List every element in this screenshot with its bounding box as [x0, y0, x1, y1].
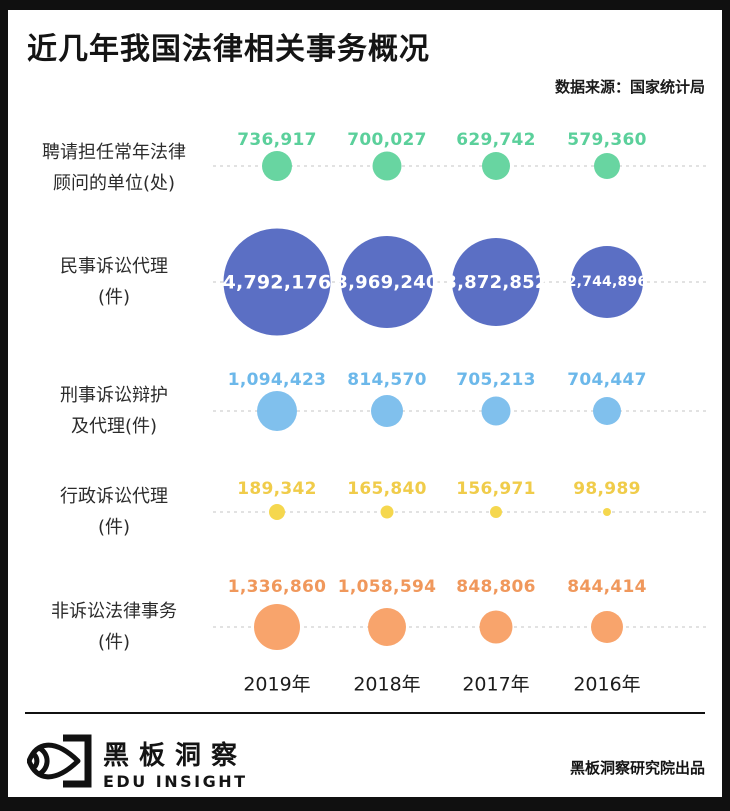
- grid-dotted-line: [213, 626, 708, 628]
- bubble-data-point: [380, 505, 394, 519]
- value-label-inside: 3,872,852: [444, 271, 548, 293]
- x-axis-label-2019: 2019年: [243, 673, 311, 696]
- row-label-line: 及代理(件): [70, 416, 158, 437]
- bubble-data-point: [368, 608, 406, 646]
- value-label: 1,336,860: [227, 577, 327, 597]
- value-label: 844,414: [567, 577, 647, 597]
- row-label-line: (件): [97, 287, 131, 308]
- value-label: 704,447: [567, 370, 647, 390]
- credit-text: 黑板洞察研究院出品: [569, 759, 705, 777]
- value-label-inside: 4,792,176: [222, 271, 332, 293]
- value-label: 579,360: [567, 130, 647, 150]
- infographic-card: 近几年我国法律相关事务概况 数据来源：国家统计局 聘请担任常年法律 顾问的单位(…: [8, 10, 722, 797]
- row-label-line: 行政诉讼代理: [60, 486, 168, 507]
- bubble-data-point: [594, 153, 620, 179]
- bubble-data-point: [262, 151, 292, 181]
- row-label-line: 顾问的单位(处): [52, 173, 176, 194]
- value-label: 700,027: [347, 130, 427, 150]
- grid-dotted-line: [213, 165, 708, 167]
- value-label: 189,342: [237, 479, 317, 499]
- page-title: 近几年我国法律相关事务概况: [27, 32, 430, 67]
- value-label: 705,213: [456, 370, 536, 390]
- row-label-non-litigation-affairs: 非诉讼法律事务 (件): [16, 596, 212, 658]
- eye-logo-icon: [27, 734, 92, 788]
- bubble-data-point: [482, 152, 510, 180]
- bubble-data-point: [269, 504, 285, 520]
- x-axis-label-2016: 2016年: [573, 673, 641, 696]
- bubble-data-point: [372, 151, 402, 181]
- bubble-data-point: [254, 604, 300, 650]
- value-label: 736,917: [237, 130, 317, 150]
- value-label: 165,840: [347, 479, 427, 499]
- row-label-criminal-defense: 刑事诉讼辩护 及代理(件): [16, 380, 212, 442]
- bubble-data-point: [490, 506, 502, 518]
- row-label-line: 民事诉讼代理: [60, 256, 168, 277]
- brand-name-cn: 黑板洞察: [103, 741, 248, 771]
- row-label-line: (件): [97, 632, 131, 653]
- footer-divider: [25, 712, 705, 714]
- bubble-data-point: [371, 395, 403, 427]
- grid-dotted-line: [213, 511, 708, 513]
- row-label-line: 非诉讼法律事务: [51, 601, 177, 622]
- value-label: 1,094,423: [227, 370, 327, 390]
- row-label-civil-litigation: 民事诉讼代理 (件): [16, 251, 212, 313]
- row-label-line: 刑事诉讼辩护: [60, 385, 168, 406]
- bubble-data-point: [257, 391, 297, 431]
- value-label: 98,989: [573, 479, 641, 499]
- brand-name-en: EDU INSIGHT: [103, 772, 248, 791]
- bubble-data-point: [603, 508, 611, 516]
- bubble-data-point: [593, 397, 621, 425]
- grid-dotted-line: [213, 410, 708, 412]
- value-label-inside: 2,744,896: [566, 274, 648, 290]
- bubble-data-point: [591, 611, 623, 643]
- bubble-data-point: 2,744,896: [567, 246, 647, 318]
- value-label: 156,971: [456, 479, 536, 499]
- bubble-data-point: 4,792,176: [222, 228, 332, 336]
- row-label-line: (件): [97, 517, 131, 538]
- brand-logo-text: 黑板洞察 EDU INSIGHT: [103, 733, 248, 791]
- bubble-data-point: [481, 396, 511, 426]
- row-label-line: 聘请担任常年法律: [42, 142, 186, 163]
- bubble-data-point: 3,872,852: [444, 238, 547, 326]
- brand-logo: 黑板洞察 EDU INSIGHT: [27, 733, 248, 791]
- x-axis-label-2017: 2017年: [462, 673, 530, 696]
- row-label-administrative-litigation: 行政诉讼代理 (件): [16, 481, 212, 543]
- bubble-data-point: [479, 610, 513, 644]
- value-label: 814,570: [347, 370, 427, 390]
- bubble-data-point: 3,969,240: [335, 236, 438, 328]
- data-source-note: 数据来源：国家统计局: [554, 78, 705, 96]
- value-label: 848,806: [456, 577, 536, 597]
- x-axis-label-2018: 2018年: [353, 673, 421, 696]
- value-label-inside: 3,969,240: [335, 271, 439, 293]
- value-label: 629,742: [456, 130, 536, 150]
- value-label: 1,058,594: [337, 577, 437, 597]
- row-label-legal-advisor-units: 聘请担任常年法律 顾问的单位(处): [16, 137, 212, 199]
